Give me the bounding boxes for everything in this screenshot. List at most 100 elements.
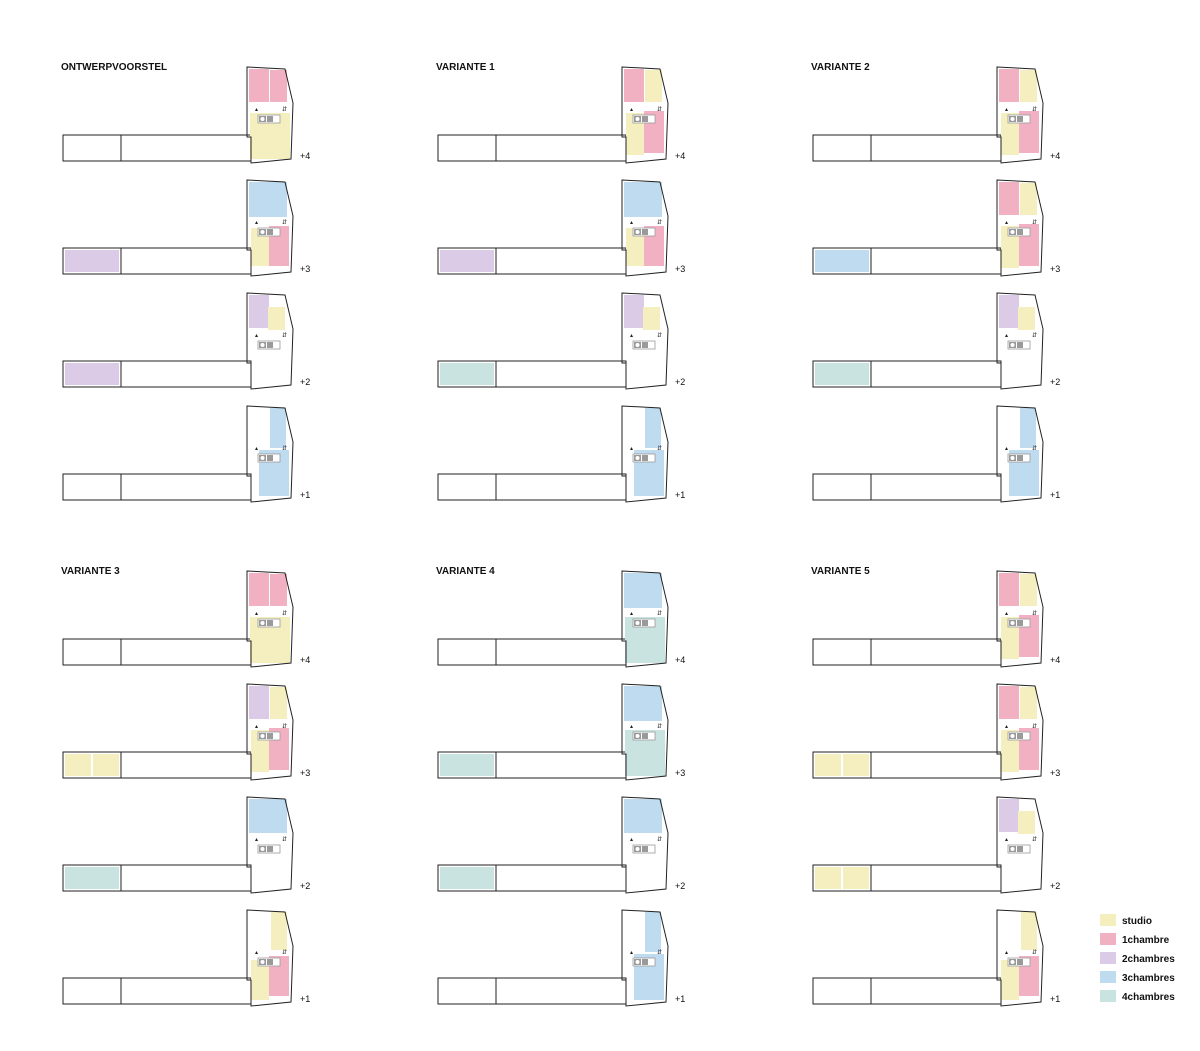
- wing-unit-2chambres: [65, 250, 119, 272]
- stair-core-icon: [632, 618, 656, 628]
- level-label: +2: [675, 377, 685, 387]
- unit-1chambre: [999, 686, 1019, 719]
- panel: ONTWERPVOORSTEL ▴ ⇵ +4 ▴ ⇵ +3 ▴ ⇵ +2 ▴ ⇵ +1: [61, 62, 310, 503]
- stair-core-icon: [257, 114, 281, 124]
- unit-studio: [1020, 687, 1037, 719]
- level-label: +4: [1050, 655, 1060, 665]
- unit-studio: [271, 912, 287, 950]
- entry-arrow-icon: ⇵: [1032, 724, 1037, 730]
- unit-studio: [626, 228, 644, 266]
- entry-arrow-icon: ⇵: [282, 611, 287, 617]
- wing: [812, 977, 1002, 1005]
- tower-outline: [621, 405, 669, 503]
- stair-core-icon: [1007, 618, 1031, 628]
- level-label: +3: [1050, 264, 1060, 274]
- wing: [62, 247, 252, 275]
- entry-arrow-icon: ▴: [255, 611, 258, 617]
- legend-swatch-2chambres: [1100, 952, 1116, 964]
- unit-1chambre: [270, 70, 287, 102]
- unit-studio: [251, 730, 269, 772]
- wing-unit-2chambres: [440, 250, 494, 272]
- wing: [812, 247, 1002, 275]
- entry-arrow-icon: ▴: [255, 333, 258, 339]
- unit-studio: [1020, 574, 1037, 606]
- entry-arrow-icon: ⇵: [1032, 333, 1037, 339]
- tower-outline: [621, 796, 669, 894]
- unit-studio: [1018, 811, 1035, 834]
- tower-outline: [621, 909, 669, 1007]
- tower-outline: [996, 179, 1044, 277]
- legend-item: 2chambres: [1100, 952, 1175, 965]
- wing-unit-studio: [815, 754, 841, 776]
- stair-core-icon: [632, 114, 656, 124]
- level-label: +3: [300, 264, 310, 274]
- legend: studio 1chambre 2chambres 3chambres 4chambre…: [1100, 914, 1175, 1003]
- tower-outline: [246, 570, 294, 668]
- legend-item: 1chambre: [1100, 933, 1170, 946]
- unit-3chambres: [624, 573, 662, 608]
- legend-item: 3chambres: [1100, 971, 1175, 984]
- entry-arrow-icon: ⇵: [1032, 107, 1037, 113]
- tower-outline: [621, 570, 669, 668]
- legend-label: studio: [1122, 916, 1152, 927]
- entry-arrow-icon: ▴: [630, 220, 633, 226]
- tower-outline: [246, 292, 294, 390]
- entry-arrow-icon: ⇵: [282, 446, 287, 452]
- panel: VARIANTE 1 ▴ ⇵ +4 ▴ ⇵ +3 ▴ ⇵ +2 ▴ ⇵ +1: [436, 62, 685, 503]
- entry-arrow-icon: ▴: [630, 837, 633, 843]
- stair-core-icon: [257, 844, 281, 854]
- unit-studio: [1001, 113, 1019, 155]
- stair-core-icon: [632, 957, 656, 967]
- unit-3chambres: [645, 912, 661, 952]
- tower-outline: [621, 66, 669, 164]
- unit-2chambres: [999, 295, 1019, 328]
- level-label: +4: [300, 655, 310, 665]
- panel-title: VARIANTE 1: [436, 62, 495, 73]
- unit-2chambres: [624, 295, 644, 328]
- tower-outline: [246, 66, 294, 164]
- wing: [62, 638, 252, 666]
- entry-arrow-icon: ▴: [630, 446, 633, 452]
- stair-core-icon: [257, 618, 281, 628]
- level-label: +3: [1050, 768, 1060, 778]
- entry-arrow-icon: ⇵: [657, 611, 662, 617]
- tower-outline: [246, 405, 294, 503]
- entry-arrow-icon: ▴: [1005, 950, 1008, 956]
- entry-arrow-icon: ⇵: [282, 837, 287, 843]
- entry-arrow-icon: ⇵: [657, 837, 662, 843]
- legend-swatch-1chambre: [1100, 933, 1116, 945]
- entry-arrow-icon: ▴: [255, 837, 258, 843]
- entry-arrow-icon: ▴: [630, 611, 633, 617]
- entry-arrow-icon: ⇵: [282, 220, 287, 226]
- panel: VARIANTE 2 ▴ ⇵ +4 ▴ ⇵ +3 ▴ ⇵ +2 ▴ ⇵ +1: [811, 62, 1060, 503]
- stair-core-icon: [1007, 453, 1031, 463]
- stair-core-icon: [1007, 340, 1031, 350]
- panel-title: VARIANTE 2: [811, 62, 870, 73]
- wing-unit-3chambres: [815, 250, 869, 272]
- legend-item: 4chambres: [1100, 990, 1175, 1003]
- level-label: +1: [1050, 994, 1060, 1004]
- entry-arrow-icon: ▴: [1005, 837, 1008, 843]
- entry-arrow-icon: ▴: [1005, 611, 1008, 617]
- entry-arrow-icon: ⇵: [657, 220, 662, 226]
- level-label: +3: [675, 768, 685, 778]
- wing: [812, 360, 1002, 388]
- panels-layer: ONTWERPVOORSTEL▴ ⇵+4▴ ⇵+3▴ ⇵+2▴ ⇵+1VARIANTE …: [61, 62, 1060, 1007]
- stair-core-icon: [257, 227, 281, 237]
- stair-core-icon: [632, 227, 656, 237]
- tower-outline: [621, 179, 669, 277]
- wing: [62, 751, 252, 779]
- level-label: +2: [1050, 881, 1060, 891]
- tower-outline: [246, 683, 294, 781]
- unit-2chambres: [999, 799, 1019, 832]
- unit-studio: [1001, 226, 1019, 268]
- tower-outline: [246, 179, 294, 277]
- wing: [812, 751, 1002, 779]
- tower-outline: [621, 683, 669, 781]
- legend-swatch-4chambres: [1100, 990, 1116, 1002]
- legend-swatch-studio: [1100, 914, 1116, 926]
- entry-arrow-icon: ▴: [1005, 333, 1008, 339]
- unit-studio: [1018, 307, 1035, 330]
- wing: [437, 360, 627, 388]
- stair-core-icon: [1007, 227, 1031, 237]
